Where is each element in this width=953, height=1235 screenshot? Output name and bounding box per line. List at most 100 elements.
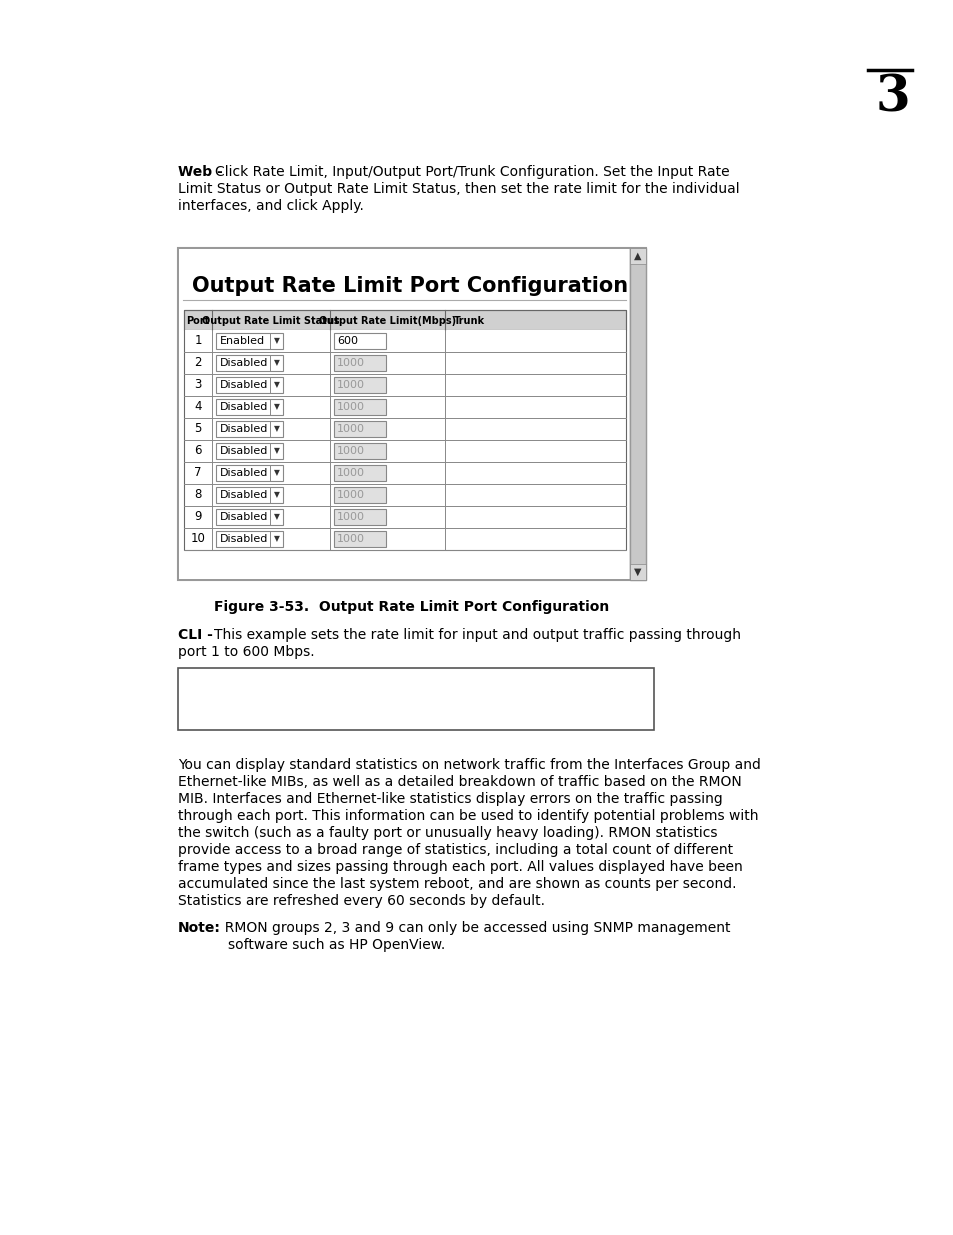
Text: ▼: ▼: [274, 380, 279, 389]
Bar: [184, 484, 625, 506]
Text: accumulated since the last system reboot, and are shown as counts per second.: accumulated since the last system reboot…: [178, 877, 736, 890]
Bar: [184, 310, 625, 330]
Bar: [215, 354, 283, 370]
Text: ▼: ▼: [274, 468, 279, 478]
Text: ▼: ▼: [274, 425, 279, 433]
Bar: [334, 466, 386, 480]
Text: Disabled: Disabled: [220, 424, 268, 433]
Text: 1000: 1000: [336, 403, 365, 412]
Bar: [215, 509, 283, 525]
Text: software such as HP OpenView.: software such as HP OpenView.: [228, 939, 445, 952]
Text: Output Rate Limit Status: Output Rate Limit Status: [202, 316, 339, 326]
Bar: [334, 377, 386, 393]
Bar: [215, 531, 283, 547]
Bar: [334, 509, 386, 525]
Text: Limit Status or Output Rate Limit Status, then set the rate limit for the indivi: Limit Status or Output Rate Limit Status…: [178, 182, 739, 196]
Bar: [215, 333, 283, 350]
Bar: [184, 417, 625, 440]
Bar: [184, 352, 625, 374]
Text: the switch (such as a faulty port or unusually heavy loading). RMON statistics: the switch (such as a faulty port or unu…: [178, 826, 717, 840]
Text: ▼: ▼: [274, 490, 279, 499]
Text: through each port. This information can be used to identify potential problems w: through each port. This information can …: [178, 809, 758, 823]
Text: 1000: 1000: [336, 490, 365, 500]
Text: 1000: 1000: [336, 468, 365, 478]
Bar: [334, 443, 386, 459]
Bar: [334, 354, 386, 370]
Text: interfaces, and click Apply.: interfaces, and click Apply.: [178, 199, 363, 212]
Text: 1000: 1000: [336, 380, 365, 390]
Text: ▼: ▼: [274, 358, 279, 368]
Bar: [184, 462, 625, 484]
Text: Disabled: Disabled: [220, 358, 268, 368]
Text: 4: 4: [194, 400, 201, 414]
Bar: [179, 249, 628, 579]
Text: Click Rate Limit, Input/Output Port/Trunk Configuration. Set the Input Rate: Click Rate Limit, Input/Output Port/Trun…: [215, 165, 729, 179]
Text: Disabled: Disabled: [220, 513, 268, 522]
Text: RMON groups 2, 3 and 9 can only be accessed using SNMP management: RMON groups 2, 3 and 9 can only be acces…: [215, 921, 730, 935]
Text: ▼: ▼: [274, 513, 279, 521]
Text: Disabled: Disabled: [220, 534, 268, 543]
Text: Output Rate Limit(Mbps): Output Rate Limit(Mbps): [318, 316, 456, 326]
Bar: [334, 333, 386, 350]
Bar: [184, 330, 625, 352]
Text: Disabled: Disabled: [220, 403, 268, 412]
Text: 1000: 1000: [336, 424, 365, 433]
Bar: [215, 377, 283, 393]
Text: Port: Port: [186, 316, 210, 326]
Text: 600: 600: [336, 336, 357, 346]
Text: Disabled: Disabled: [220, 446, 268, 456]
Bar: [334, 421, 386, 437]
Text: ▼: ▼: [274, 336, 279, 346]
Text: Trunk: Trunk: [453, 316, 484, 326]
Text: Enabled: Enabled: [220, 336, 265, 346]
Text: ▼: ▼: [634, 567, 641, 577]
Text: ▼: ▼: [274, 447, 279, 456]
Text: 1: 1: [194, 335, 201, 347]
Text: 8: 8: [194, 489, 201, 501]
Text: 6: 6: [194, 445, 201, 457]
Text: 9: 9: [194, 510, 201, 524]
Bar: [215, 487, 283, 503]
Text: Statistics are refreshed every 60 seconds by default.: Statistics are refreshed every 60 second…: [178, 894, 544, 908]
Text: 1000: 1000: [336, 534, 365, 543]
Text: 3: 3: [194, 378, 201, 391]
Text: port 1 to 600 Mbps.: port 1 to 600 Mbps.: [178, 645, 314, 659]
Bar: [629, 564, 645, 580]
Bar: [184, 396, 625, 417]
Text: 5: 5: [194, 422, 201, 436]
Text: provide access to a broad range of statistics, including a total count of differ: provide access to a broad range of stati…: [178, 844, 732, 857]
Text: 10: 10: [191, 532, 205, 546]
Text: Note:: Note:: [178, 921, 221, 935]
Text: frame types and sizes passing through each port. All values displayed have been: frame types and sizes passing through ea…: [178, 860, 742, 874]
Bar: [334, 399, 386, 415]
Text: ▼: ▼: [274, 403, 279, 411]
Text: 2: 2: [194, 357, 201, 369]
Bar: [184, 310, 625, 550]
Text: 7: 7: [194, 467, 201, 479]
Bar: [215, 443, 283, 459]
Text: MIB. Interfaces and Ethernet-like statistics display errors on the traffic passi: MIB. Interfaces and Ethernet-like statis…: [178, 792, 722, 806]
Text: This example sets the rate limit for input and output traffic passing through: This example sets the rate limit for inp…: [213, 629, 740, 642]
Text: Figure 3-53.  Output Rate Limit Port Configuration: Figure 3-53. Output Rate Limit Port Conf…: [214, 600, 609, 614]
Text: Web -: Web -: [178, 165, 228, 179]
Bar: [629, 248, 645, 580]
Text: Ethernet-like MIBs, as well as a detailed breakdown of traffic based on the RMON: Ethernet-like MIBs, as well as a detaile…: [178, 776, 741, 789]
Text: CLI -: CLI -: [178, 629, 217, 642]
Text: Disabled: Disabled: [220, 468, 268, 478]
Text: 1000: 1000: [336, 513, 365, 522]
Bar: [184, 440, 625, 462]
Text: You can display standard statistics on network traffic from the Interfaces Group: You can display standard statistics on n…: [178, 758, 760, 772]
Bar: [215, 399, 283, 415]
Bar: [334, 487, 386, 503]
Bar: [334, 531, 386, 547]
Bar: [178, 248, 645, 580]
Text: 3: 3: [875, 74, 909, 122]
Bar: [215, 466, 283, 480]
Bar: [184, 506, 625, 529]
Text: Disabled: Disabled: [220, 490, 268, 500]
Bar: [178, 668, 654, 730]
Bar: [184, 374, 625, 396]
Bar: [215, 421, 283, 437]
Text: Disabled: Disabled: [220, 380, 268, 390]
Bar: [184, 529, 625, 550]
